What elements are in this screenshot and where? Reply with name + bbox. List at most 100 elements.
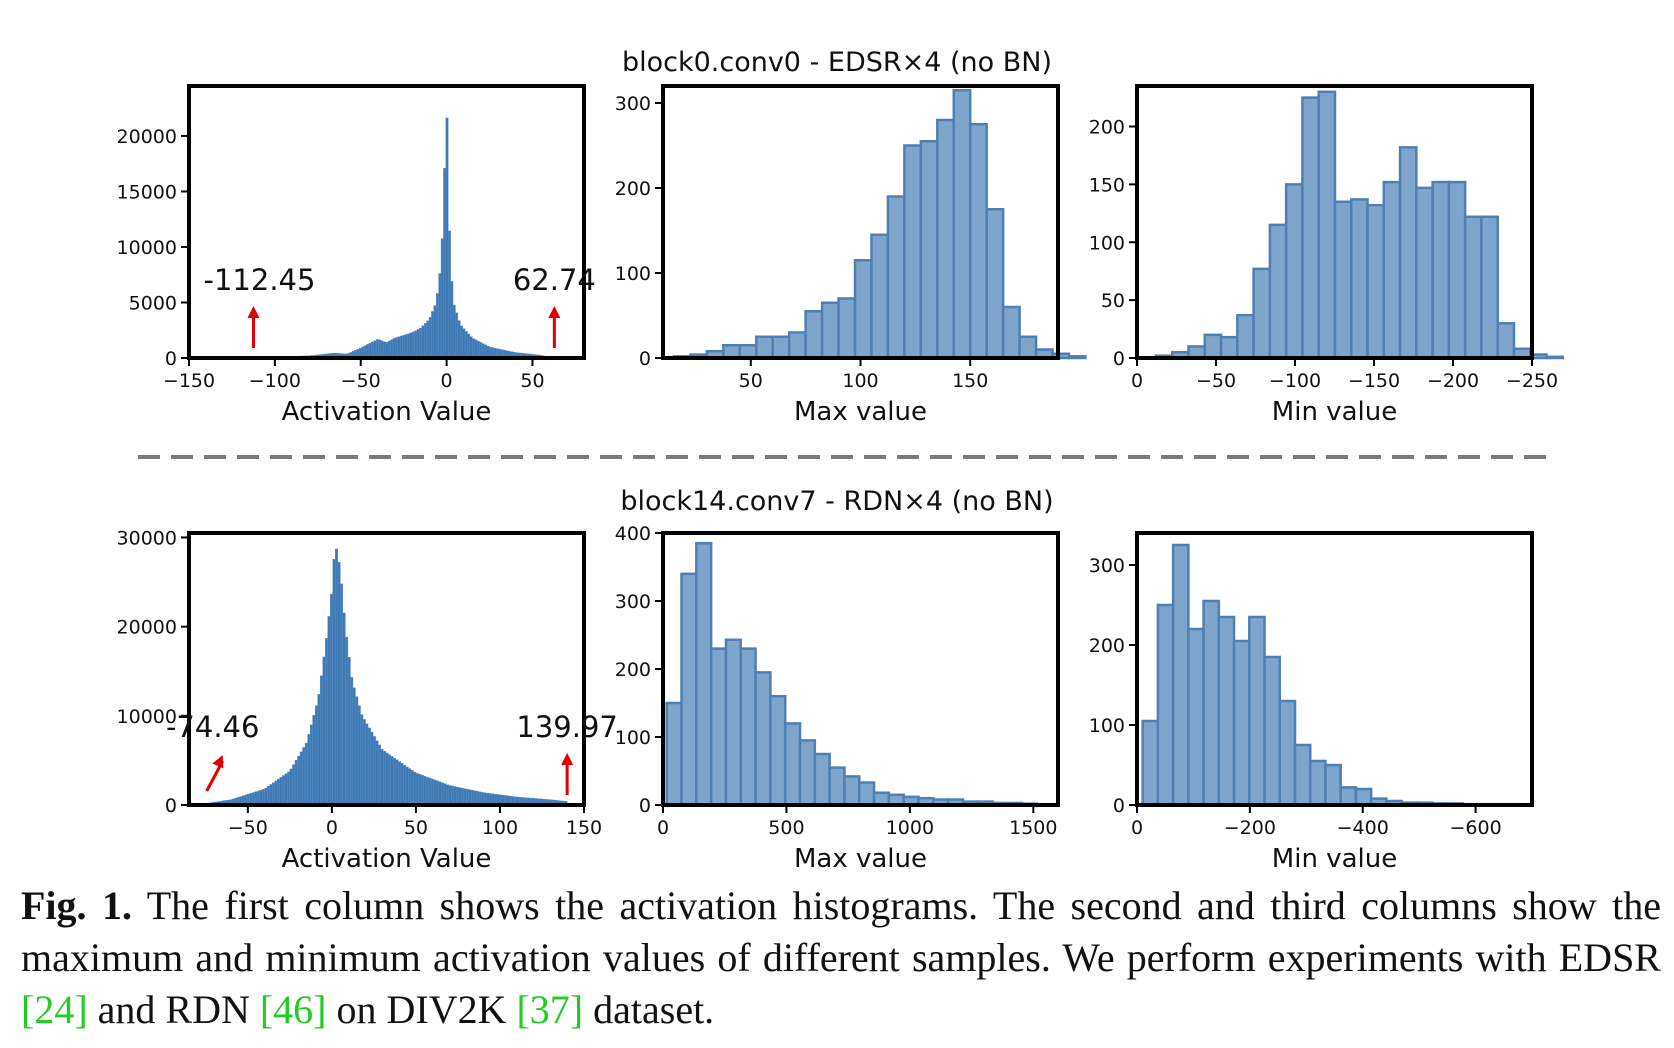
- bar: [272, 782, 275, 806]
- bar: [395, 759, 399, 806]
- bar: [870, 233, 890, 360]
- bar: [1217, 615, 1236, 807]
- bar: [463, 788, 467, 806]
- axes-frame: [1135, 531, 1534, 807]
- bar: [284, 773, 288, 806]
- bar: [467, 333, 471, 359]
- bar: [754, 671, 772, 807]
- bar: [1268, 223, 1288, 360]
- bar: [479, 342, 483, 359]
- x-axis-label: Max value: [794, 397, 927, 427]
- bar: [428, 777, 432, 806]
- x-tick-label: 50: [520, 370, 544, 392]
- bar: [665, 701, 683, 807]
- caption-label: Fig. 1.: [21, 883, 132, 928]
- bar: [294, 760, 298, 806]
- caption-ref-div2k[interactable]: [37]: [516, 987, 584, 1032]
- bar: [322, 656, 326, 806]
- caption-text-2: and RDN: [87, 987, 260, 1032]
- y-tick-label: 0: [165, 795, 177, 817]
- x-tick-label: 0: [326, 817, 338, 839]
- x-tick-label: 100: [842, 370, 878, 392]
- y-tick-label: 200: [1089, 635, 1125, 657]
- caption-ref-edsr[interactable]: [24]: [21, 987, 88, 1032]
- figure-caption: Fig. 1. The first column shows the activ…: [21, 880, 1661, 1036]
- bar: [886, 195, 906, 360]
- bar: [398, 761, 402, 806]
- bar: [330, 593, 333, 806]
- x-tick-label: −100: [1269, 370, 1321, 392]
- arrow-head: [247, 306, 260, 318]
- bar: [1171, 543, 1190, 807]
- chart-rdn-max: 0 500 1000 1500 0 100 200 300 400 Max value: [615, 523, 1060, 870]
- bar: [724, 638, 743, 807]
- x-tick-label: −50: [1196, 370, 1236, 392]
- y-tick-label: 200: [1089, 117, 1125, 139]
- figure: block0.conv0 - EDSR×4 (no BN) block14.co…: [117, 47, 1565, 870]
- bar: [372, 736, 376, 806]
- bar: [1284, 183, 1304, 360]
- bar: [409, 332, 413, 359]
- bar: [327, 616, 331, 806]
- bar: [337, 562, 341, 806]
- x-tick-label: −150: [1348, 370, 1400, 392]
- bar: [309, 724, 313, 806]
- bar: [695, 541, 713, 807]
- bar: [1324, 763, 1342, 807]
- bar: [853, 259, 873, 360]
- bar: [936, 118, 956, 360]
- y-tick-label: 0: [639, 795, 651, 817]
- chart-edsr-min: 0 −50 −100 −150 −200 −250 0 50 100 150 200 Min valu…: [1089, 84, 1565, 427]
- bar: [1366, 203, 1386, 360]
- bar: [383, 341, 386, 359]
- bar: [1333, 200, 1353, 360]
- bar: [709, 647, 728, 807]
- bar: [347, 657, 351, 806]
- bar: [1187, 627, 1205, 807]
- bar: [1293, 743, 1312, 807]
- caption-ref-rdn[interactable]: [46]: [259, 987, 327, 1032]
- bar: [1248, 615, 1266, 807]
- bar: [445, 117, 449, 359]
- bar: [1141, 719, 1160, 807]
- bar: [428, 317, 432, 359]
- x-tick-label: −400: [1337, 817, 1389, 839]
- bar: [460, 325, 463, 359]
- y-tick-label: 100: [615, 263, 651, 285]
- bar: [325, 637, 328, 806]
- bar: [431, 311, 435, 359]
- y-tick-label: 100: [1089, 715, 1125, 737]
- bar: [426, 320, 430, 359]
- bar: [1156, 603, 1175, 807]
- bar: [453, 786, 457, 806]
- bar: [367, 727, 371, 806]
- bar: [395, 337, 398, 359]
- bar: [1018, 335, 1038, 360]
- bar: [968, 123, 988, 360]
- bar: [264, 787, 268, 806]
- bar: [307, 734, 311, 806]
- bar: [425, 776, 429, 806]
- bar: [279, 777, 283, 806]
- bar: [421, 325, 425, 359]
- bar: [858, 781, 876, 807]
- arrow-head: [212, 755, 224, 769]
- x-tick-label: 100: [482, 817, 518, 839]
- bar: [1431, 180, 1451, 360]
- bars-edsr-max: [672, 89, 1087, 360]
- bar: [403, 764, 407, 806]
- y-tick-label: 200: [615, 659, 651, 681]
- bar: [476, 791, 480, 806]
- x-tick-label: −250: [1506, 370, 1558, 392]
- bars-rdn-activation: [206, 548, 568, 806]
- bar: [769, 694, 787, 807]
- bar: [458, 787, 462, 806]
- bar: [1219, 335, 1239, 360]
- y-tick-label: 30000: [117, 527, 177, 549]
- bar: [371, 341, 374, 359]
- caption-text-1: The first column shows the activation hi…: [21, 883, 1662, 980]
- bar: [378, 339, 382, 359]
- x-tick-label: 150: [952, 370, 988, 392]
- bar: [787, 331, 807, 360]
- bar: [469, 336, 473, 359]
